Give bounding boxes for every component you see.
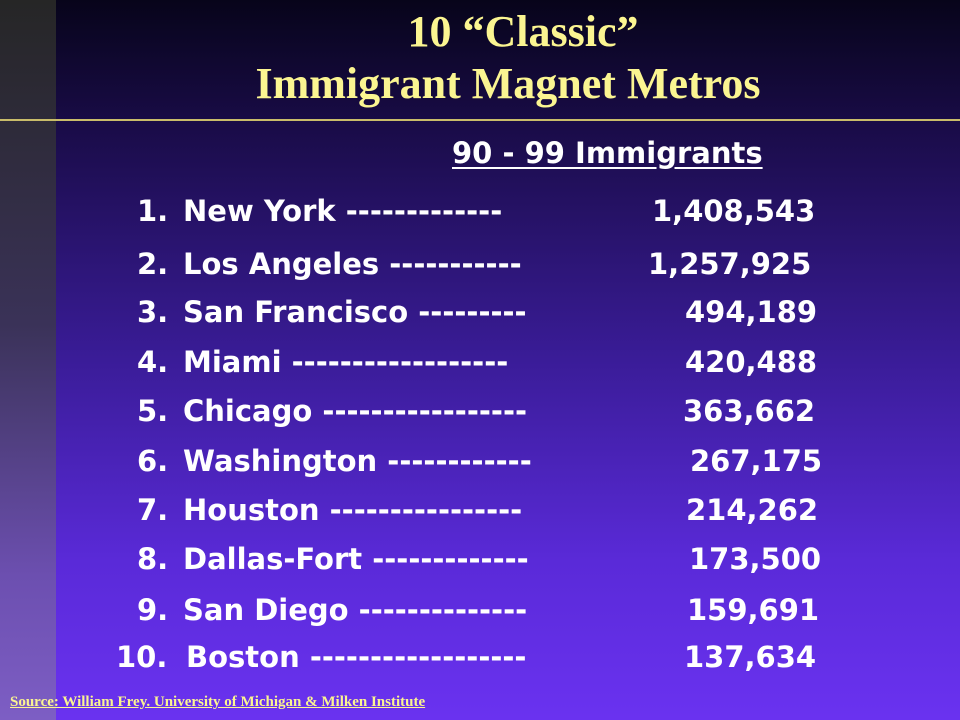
- metro-rank: 7.: [137, 493, 169, 527]
- title-divider: [0, 119, 960, 121]
- metro-city: New York -------------: [183, 194, 503, 228]
- slide-title: 10 “Classic” Immigrant Magnet Metros: [56, 6, 960, 110]
- metro-value: 420,488: [685, 345, 818, 379]
- metro-rank: 4.: [137, 345, 169, 379]
- source-citation: Source: William Frey. University of Mich…: [10, 694, 426, 710]
- metro-city: San Diego --------------: [183, 593, 528, 627]
- column-header: 90 - 99 Immigrants: [452, 136, 763, 170]
- metro-value: 159,691: [687, 593, 820, 627]
- metro-rank: 2.: [137, 247, 169, 281]
- metro-rank: 10.: [116, 640, 168, 674]
- metro-value: 363,662: [683, 394, 816, 428]
- metro-value: 1,257,925: [648, 247, 812, 281]
- title-line-1: 10 “Classic”: [407, 7, 639, 56]
- metro-rank: 9.: [137, 593, 169, 627]
- metro-value: 267,175: [690, 444, 823, 478]
- metro-rank: 1.: [137, 194, 169, 228]
- metro-rank: 6.: [137, 444, 169, 478]
- metro-value: 173,500: [689, 542, 822, 576]
- metro-rank: 8.: [137, 542, 169, 576]
- title-line-2: Immigrant Magnet Metros: [255, 59, 761, 108]
- metro-value: 137,634: [684, 640, 817, 674]
- left-decorative-strip: [0, 0, 56, 720]
- metro-value: 494,189: [685, 295, 818, 329]
- metro-city: Miami ------------------: [183, 345, 509, 379]
- metro-city: San Francisco ---------: [183, 295, 527, 329]
- metro-city: Dallas-Fort -------------: [183, 542, 529, 576]
- metro-city: Boston ------------------: [186, 640, 527, 674]
- metro-city: Washington ------------: [183, 444, 532, 478]
- metro-rank: 3.: [137, 295, 169, 329]
- metro-rank: 5.: [137, 394, 169, 428]
- metro-value: 214,262: [686, 493, 819, 527]
- metro-city: Chicago -----------------: [183, 394, 528, 428]
- metro-city: Los Angeles -----------: [183, 247, 522, 281]
- metro-city: Houston ----------------: [183, 493, 523, 527]
- metro-value: 1,408,543: [652, 194, 816, 228]
